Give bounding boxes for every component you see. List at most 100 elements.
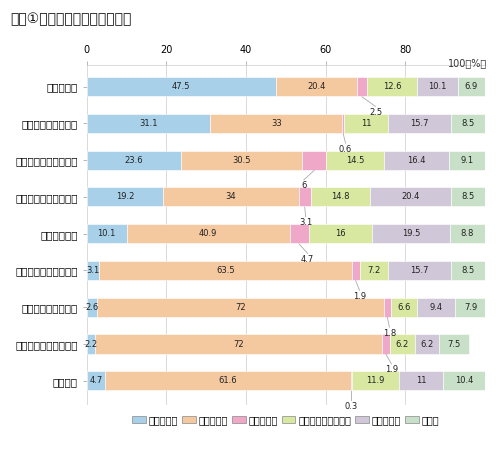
Text: 8.8: 8.8 (460, 229, 473, 238)
Text: 2.6: 2.6 (85, 303, 98, 312)
Text: 61.6: 61.6 (218, 376, 237, 386)
Bar (325, 151, 383, 170)
Bar (99, 261, 351, 280)
Text: 4.7: 4.7 (301, 255, 314, 264)
Bar (351, 261, 359, 280)
Text: 1.9: 1.9 (352, 292, 365, 301)
Bar (86, 298, 97, 317)
Text: 11: 11 (360, 119, 371, 128)
Text: 9.1: 9.1 (460, 156, 473, 165)
Bar (438, 334, 468, 354)
Bar (86, 261, 99, 280)
Bar (86, 371, 105, 390)
Text: 40.9: 40.9 (199, 229, 217, 238)
Text: 15.7: 15.7 (409, 266, 428, 275)
Bar (210, 114, 341, 133)
Text: 7.9: 7.9 (463, 303, 476, 312)
Bar (86, 77, 275, 96)
Bar (383, 298, 390, 317)
Bar (275, 77, 356, 96)
Bar (302, 151, 325, 170)
Text: 15.7: 15.7 (409, 119, 428, 128)
Text: 10.4: 10.4 (454, 376, 472, 386)
Text: 3.1: 3.1 (299, 218, 312, 227)
Text: 14.5: 14.5 (345, 156, 363, 165)
Bar (341, 114, 344, 133)
Bar (387, 261, 450, 280)
Bar (372, 224, 449, 243)
Text: 100（%）: 100（%） (447, 58, 486, 68)
Text: 3.1: 3.1 (86, 266, 99, 275)
Text: 8.5: 8.5 (460, 266, 473, 275)
Bar (356, 77, 366, 96)
Text: 1.9: 1.9 (384, 365, 397, 374)
Text: 11.9: 11.9 (366, 376, 384, 386)
Bar (442, 371, 483, 390)
Text: 8.5: 8.5 (460, 119, 473, 128)
Text: 16: 16 (334, 229, 345, 238)
Bar (454, 298, 485, 317)
Text: 72: 72 (233, 340, 243, 348)
Bar (450, 261, 483, 280)
Text: 2.5: 2.5 (368, 108, 381, 117)
Bar (86, 187, 163, 206)
Bar (95, 334, 381, 354)
Bar (344, 114, 387, 133)
Bar (369, 187, 450, 206)
Text: 11: 11 (415, 376, 426, 386)
Text: 1.8: 1.8 (382, 329, 395, 338)
Text: 14.8: 14.8 (331, 192, 349, 201)
Bar (127, 224, 289, 243)
Bar (298, 187, 310, 206)
Text: 19.2: 19.2 (115, 192, 134, 201)
Text: 72: 72 (234, 303, 245, 312)
Text: 47.5: 47.5 (171, 82, 190, 91)
Text: 6.2: 6.2 (419, 340, 433, 348)
Bar (308, 224, 372, 243)
Bar (359, 261, 387, 280)
Text: 7.2: 7.2 (367, 266, 380, 275)
Text: 図表①　日米欧の技術水準比較: 図表① 日米欧の技術水準比較 (10, 12, 131, 26)
Bar (416, 298, 454, 317)
Text: 33: 33 (271, 119, 281, 128)
Text: 9.4: 9.4 (429, 303, 442, 312)
Bar (310, 187, 369, 206)
Bar (289, 224, 308, 243)
Text: 12.6: 12.6 (382, 82, 401, 91)
Text: 4.7: 4.7 (89, 376, 102, 386)
Bar (387, 114, 450, 133)
Text: 19.5: 19.5 (401, 229, 419, 238)
Legend: 日本が優位, 米国が優位, 欧州が優位, どちらともいえない, わからない, 無回答: 日本が優位, 米国が優位, 欧州が優位, どちらともいえない, わからない, 無… (128, 411, 442, 429)
Bar (399, 371, 442, 390)
Text: 7.5: 7.5 (447, 340, 460, 348)
Text: 30.5: 30.5 (231, 156, 250, 165)
Bar (389, 334, 414, 354)
Text: 6.9: 6.9 (464, 82, 477, 91)
Text: 34: 34 (225, 192, 235, 201)
Text: 6.6: 6.6 (397, 303, 410, 312)
Bar (86, 114, 210, 133)
Text: 2.2: 2.2 (84, 340, 97, 348)
Bar (163, 187, 298, 206)
Bar (86, 224, 127, 243)
Bar (450, 187, 484, 206)
Bar (416, 77, 456, 96)
Bar (414, 334, 438, 354)
Bar (390, 298, 416, 317)
Text: 20.4: 20.4 (307, 82, 325, 91)
Text: 20.4: 20.4 (400, 192, 419, 201)
Bar (366, 77, 416, 96)
Text: 31.1: 31.1 (139, 119, 157, 128)
Bar (350, 371, 351, 390)
Text: 16.4: 16.4 (406, 156, 425, 165)
Bar (456, 77, 484, 96)
Bar (381, 334, 389, 354)
Bar (450, 114, 483, 133)
Text: 10.1: 10.1 (427, 82, 446, 91)
Bar (97, 298, 383, 317)
Bar (180, 151, 302, 170)
Bar (351, 371, 399, 390)
Bar (86, 151, 180, 170)
Bar (449, 224, 484, 243)
Text: 6: 6 (301, 182, 306, 190)
